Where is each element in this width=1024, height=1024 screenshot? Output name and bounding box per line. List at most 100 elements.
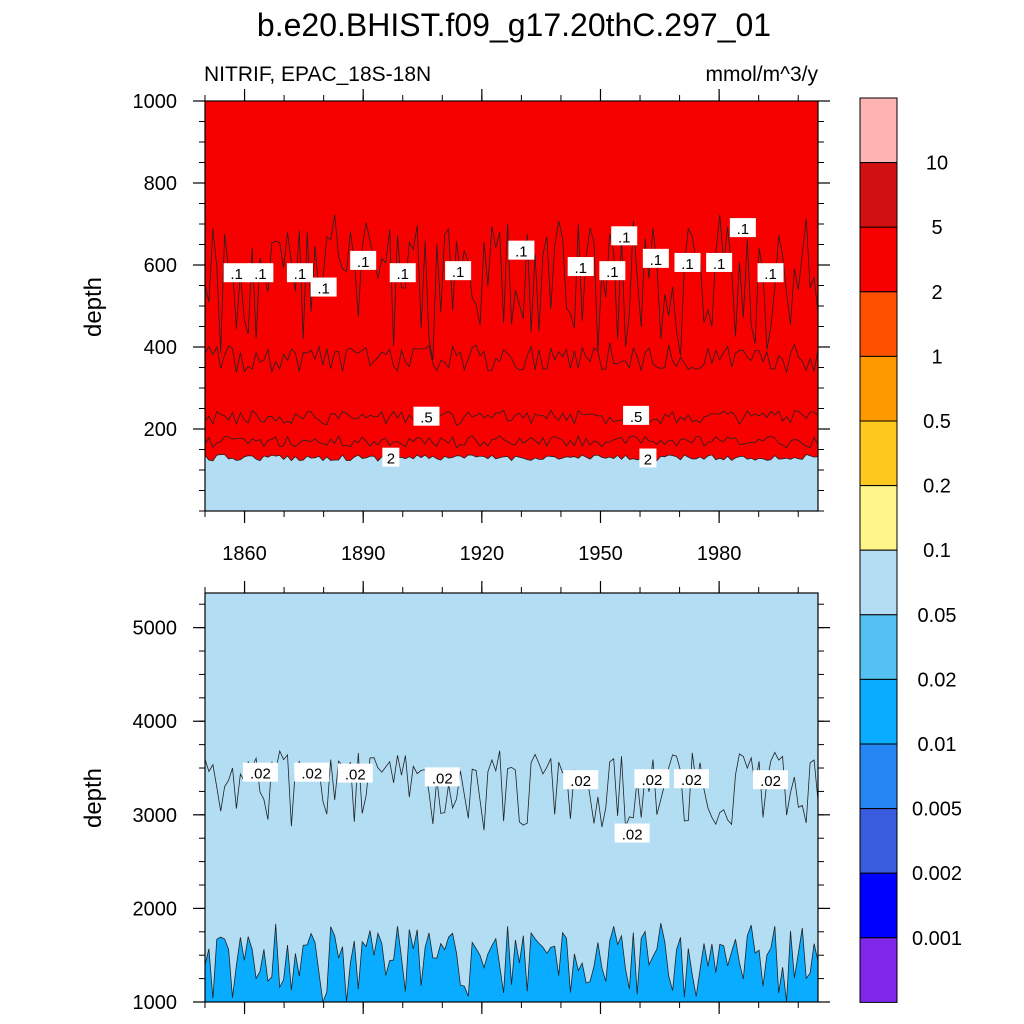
y-tick-label: 2000 bbox=[133, 898, 178, 920]
contour-label-bg bbox=[753, 770, 789, 790]
contour-label-bg bbox=[611, 226, 638, 246]
contour-label-bg bbox=[294, 762, 330, 782]
x-tick-label: 1890 bbox=[341, 543, 386, 565]
contour-label-bg bbox=[563, 770, 599, 790]
colorbar-swatch bbox=[859, 291, 898, 357]
x-tick-label: 1920 bbox=[460, 543, 505, 565]
contour-label-bg bbox=[614, 823, 650, 843]
left-subtitle: NITRIF, EPAC_18S-18N bbox=[204, 63, 431, 86]
contour-label: .02 bbox=[250, 766, 271, 783]
x-tick-label: 1950 bbox=[578, 543, 623, 565]
contour-label-bg bbox=[223, 263, 250, 283]
contour-label-bg bbox=[623, 405, 650, 425]
contour-label: .1 bbox=[618, 229, 631, 246]
contour-label: .1 bbox=[254, 266, 267, 283]
contour-line bbox=[204, 342, 819, 374]
colorbar-swatch bbox=[859, 808, 898, 874]
contour-label-bg bbox=[729, 218, 756, 238]
contour-band bbox=[205, 101, 818, 462]
contour-label: .1 bbox=[681, 256, 694, 273]
contour-label: 2 bbox=[387, 451, 395, 468]
contour-label-bg bbox=[599, 261, 626, 281]
y-tick-label: 600 bbox=[144, 255, 177, 277]
contour-label: .02 bbox=[681, 772, 702, 789]
y-tick-label: 4000 bbox=[133, 711, 178, 733]
colorbar-label: 0.02 bbox=[918, 669, 957, 691]
contour-label-bg bbox=[286, 263, 313, 283]
contour-label: .1 bbox=[357, 254, 370, 271]
contour-label-bg bbox=[673, 769, 709, 789]
colorbar-swatch bbox=[859, 420, 898, 487]
contour-label: .02 bbox=[345, 767, 366, 784]
contour-label: .02 bbox=[641, 772, 662, 789]
colorbar-label: 0.2 bbox=[923, 476, 951, 498]
lower-depth-panel: 1000 2000 3000 4000 5000 .02 .02 .02 .02 .02 .02 .0… bbox=[133, 581, 830, 1014]
contour-label-bg bbox=[642, 248, 669, 268]
y-tick-label: 200 bbox=[144, 419, 177, 441]
y-tick-label: 800 bbox=[144, 173, 177, 195]
contour-label-bg bbox=[350, 250, 377, 270]
y-tick-label: 5000 bbox=[133, 618, 178, 640]
plot-frame bbox=[204, 592, 819, 1003]
contour-label-bg bbox=[445, 261, 472, 281]
colorbar-swatch bbox=[859, 226, 898, 293]
contour-label: .1 bbox=[452, 264, 465, 281]
contour-label: .1 bbox=[317, 281, 330, 298]
contour-label: .1 bbox=[606, 264, 619, 281]
contour-label: .1 bbox=[294, 266, 307, 283]
contour-label: .1 bbox=[737, 221, 750, 238]
colorbar-swatch bbox=[859, 678, 898, 745]
contour-label: .1 bbox=[764, 266, 777, 283]
contour-label: .1 bbox=[650, 252, 663, 269]
contour-label: .5 bbox=[420, 410, 433, 427]
contour-label-bg bbox=[508, 240, 535, 260]
contour-label-bg bbox=[639, 448, 657, 468]
colorbar-swatch bbox=[859, 872, 898, 939]
contour-label-bg bbox=[706, 252, 733, 272]
contour-label: .1 bbox=[713, 256, 726, 273]
contour-label-bg bbox=[634, 769, 670, 789]
contour-label-bg bbox=[242, 762, 278, 782]
colorbar-swatch bbox=[859, 355, 898, 422]
contour-line bbox=[204, 454, 819, 462]
contour-label: .02 bbox=[570, 773, 591, 790]
contour-label-bg bbox=[337, 763, 373, 783]
x-tick-label: 1860 bbox=[222, 543, 267, 565]
colorbar-label: 10 bbox=[926, 153, 948, 175]
y-tick-label: 400 bbox=[144, 337, 177, 359]
contour-line bbox=[204, 435, 819, 449]
contour-label-bg bbox=[247, 263, 274, 283]
colorbar-swatch bbox=[859, 614, 898, 680]
colorbar-swatch bbox=[859, 549, 898, 616]
contour-label-bg bbox=[567, 257, 594, 277]
colorbar-label: 0.1 bbox=[923, 540, 951, 562]
colorbar-label: 5 bbox=[931, 217, 942, 239]
colorbar-swatch bbox=[859, 97, 898, 164]
y-tick-label: 1000 bbox=[133, 91, 178, 113]
contour-label: 2 bbox=[644, 452, 652, 469]
contour-label-bg bbox=[424, 767, 460, 787]
x-tick-label: 1980 bbox=[697, 543, 742, 565]
colorbar-swatch bbox=[859, 937, 898, 1003]
colorbar-label: 0.05 bbox=[918, 605, 957, 627]
units-label: mmol/m^3/y bbox=[705, 63, 818, 86]
colorbar-label: 0.5 bbox=[923, 411, 951, 433]
contour-label: .02 bbox=[301, 766, 322, 783]
contour-band bbox=[205, 593, 818, 1002]
contour-label-bg bbox=[674, 252, 701, 272]
contour-label: .1 bbox=[396, 266, 409, 283]
contour-label: .02 bbox=[760, 773, 781, 790]
contour-label: .02 bbox=[622, 827, 643, 844]
chart-title: b.e20.BHIST.f09_g17.20thC.297_01 bbox=[257, 7, 771, 43]
upper-depth-panel: 200 400 600 800 1000 1860 1890 1920 1950 1980 2 2 .5… bbox=[133, 89, 830, 565]
colorbar-label: 2 bbox=[931, 282, 942, 304]
contour-line bbox=[204, 923, 819, 1003]
contour-label-bg bbox=[310, 277, 337, 297]
contour-label-bg bbox=[382, 447, 400, 467]
contour-line bbox=[204, 409, 819, 426]
y-tick-label: 3000 bbox=[133, 805, 178, 827]
contour-label-bg bbox=[389, 263, 416, 283]
y-tick-label: 1000 bbox=[133, 992, 178, 1014]
lower-y-axis-label: depth bbox=[80, 768, 107, 828]
